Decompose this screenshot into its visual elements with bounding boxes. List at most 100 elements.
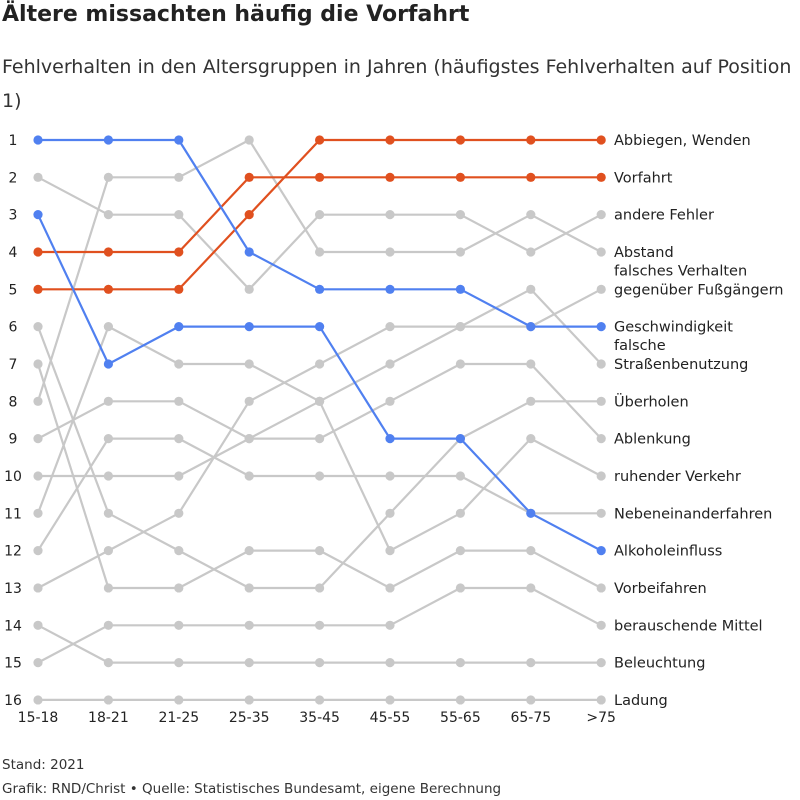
series-point <box>315 695 325 705</box>
series-point <box>174 135 184 145</box>
series-point <box>526 322 536 332</box>
series-10 <box>33 434 606 556</box>
y-tick-label: 13 <box>4 581 22 597</box>
series-point <box>455 359 465 369</box>
highlighted-series-lines <box>33 135 606 556</box>
series-point <box>33 546 43 556</box>
series-label: Überholen <box>614 392 689 410</box>
series-point <box>596 284 606 294</box>
series-point <box>455 658 465 668</box>
x-tick-label: 21-25 <box>158 710 199 726</box>
series-point <box>385 434 395 444</box>
series-point <box>244 359 254 369</box>
series-point <box>385 471 395 481</box>
series-point <box>385 620 395 630</box>
series-13 <box>33 583 606 668</box>
y-tick-label: 8 <box>9 394 18 410</box>
series-0 <box>33 135 606 294</box>
series-point <box>596 135 606 145</box>
series-point <box>174 172 184 182</box>
series-point <box>315 247 325 257</box>
series-point <box>455 322 465 332</box>
series-point <box>526 583 536 593</box>
series-point <box>526 247 536 257</box>
series-line <box>36 437 603 552</box>
y-tick-label: 14 <box>4 618 22 634</box>
series-point <box>103 434 113 444</box>
series-point <box>103 695 113 705</box>
series-point <box>526 396 536 406</box>
series-point <box>103 135 113 145</box>
series-label: Abbiegen, Wenden <box>614 133 751 149</box>
series-point <box>455 284 465 294</box>
series-point <box>385 508 395 518</box>
series-point <box>385 322 395 332</box>
series-line <box>36 213 603 552</box>
series-point <box>174 620 184 630</box>
series-point <box>244 396 254 406</box>
series-5 <box>33 135 606 332</box>
series-point <box>455 471 465 481</box>
series-point <box>526 434 536 444</box>
series-point <box>455 135 465 145</box>
series-point <box>526 172 536 182</box>
series-point <box>455 546 465 556</box>
series-point <box>103 583 113 593</box>
series-point <box>103 210 113 220</box>
series-label: Ablenkung <box>614 432 691 448</box>
series-point <box>596 546 606 556</box>
x-tick-label: 35-45 <box>299 710 340 726</box>
series-3 <box>33 135 606 406</box>
series-point <box>315 583 325 593</box>
series-point <box>526 546 536 556</box>
series-point <box>244 583 254 593</box>
series-point <box>174 210 184 220</box>
series-point <box>244 172 254 182</box>
series-point <box>596 172 606 182</box>
series-2 <box>33 172 606 294</box>
series-point <box>103 508 113 518</box>
series-point <box>244 247 254 257</box>
series-point <box>244 471 254 481</box>
series-point <box>526 135 536 145</box>
series-point <box>315 284 325 294</box>
series-point <box>103 172 113 182</box>
series-point <box>455 210 465 220</box>
series-point <box>174 695 184 705</box>
x-tick-label: 65-75 <box>510 710 551 726</box>
series-point <box>596 471 606 481</box>
series-label: Ladung <box>614 693 668 709</box>
series-point <box>455 583 465 593</box>
series-point <box>385 135 395 145</box>
series-point <box>385 396 395 406</box>
chart-subtitle: Fehlverhalten in den Altersgruppen in Ja… <box>2 56 792 112</box>
series-point <box>596 322 606 332</box>
series-12 <box>33 359 606 593</box>
series-point <box>174 508 184 518</box>
series-point <box>103 396 113 406</box>
series-point <box>33 620 43 630</box>
series-point <box>33 658 43 668</box>
y-tick-label: 15 <box>4 656 22 672</box>
series-point <box>596 620 606 630</box>
series-9 <box>33 322 606 556</box>
x-tick-label: 15-18 <box>18 710 59 726</box>
series-point <box>103 322 113 332</box>
series-point <box>385 210 395 220</box>
series-point <box>103 247 113 257</box>
series-point <box>33 396 43 406</box>
series-point <box>244 546 254 556</box>
series-label: Alkoholeinfluss <box>614 544 722 560</box>
gray-series-lines <box>33 135 606 705</box>
series-point <box>596 658 606 668</box>
series-label: falsche Straßenbenutzung <box>614 338 748 373</box>
series-point <box>385 583 395 593</box>
series-point <box>244 284 254 294</box>
series-point <box>174 247 184 257</box>
series-label: Abstand <box>614 245 674 261</box>
series-point <box>174 546 184 556</box>
y-tick-label: 7 <box>9 357 18 373</box>
series-point <box>33 583 43 593</box>
series-point <box>526 658 536 668</box>
